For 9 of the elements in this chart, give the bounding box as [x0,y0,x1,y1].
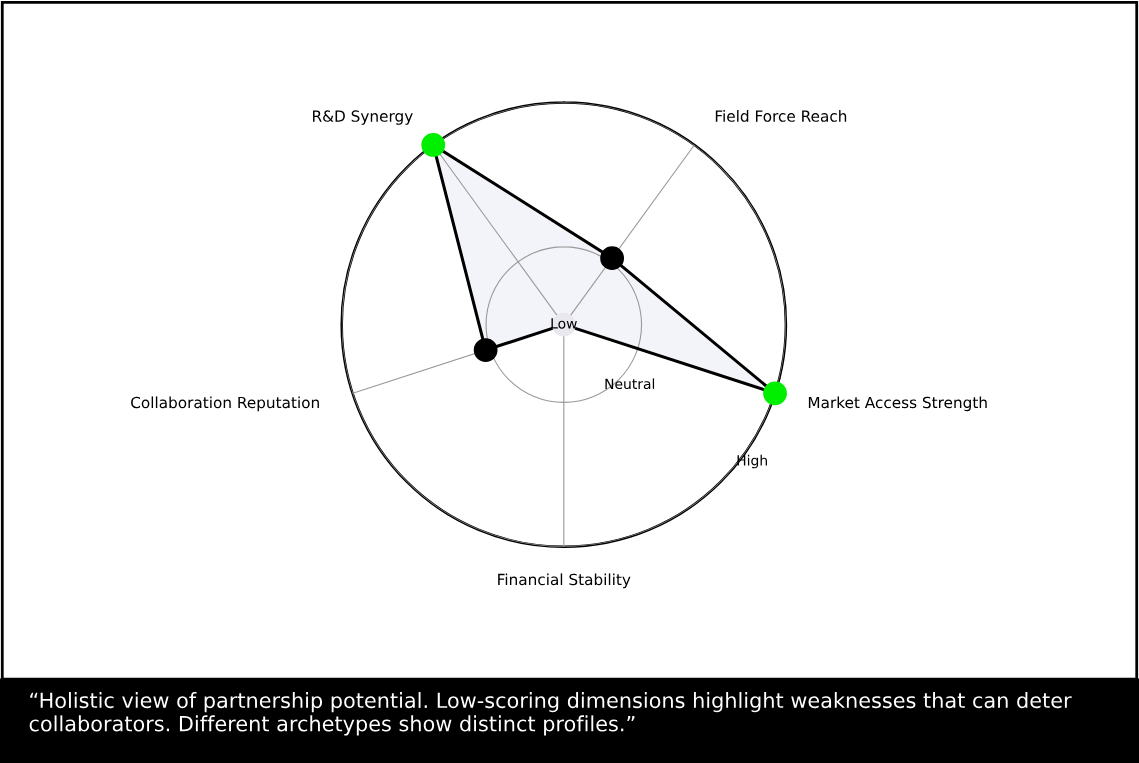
spoke-label: Field Force Reach [715,110,847,122]
text: “Holistic view of partnership potential. Low-scoring dimensions highlight weaknesses that can deter collaborators. Different archetypes show distinct profiles.” [29,692,1072,736]
spoke-label: Market Access Strength [808,396,987,412]
spoke-label: Financial Stability [498,573,631,589]
spoke-label: R&D Synergy [313,110,413,125]
y-tick-label: High [737,454,767,469]
spoke-label: Collaboration Reputation [131,396,319,412]
y-tick-label: Low [551,318,577,329]
y-tick-label: Neutral [605,378,655,390]
